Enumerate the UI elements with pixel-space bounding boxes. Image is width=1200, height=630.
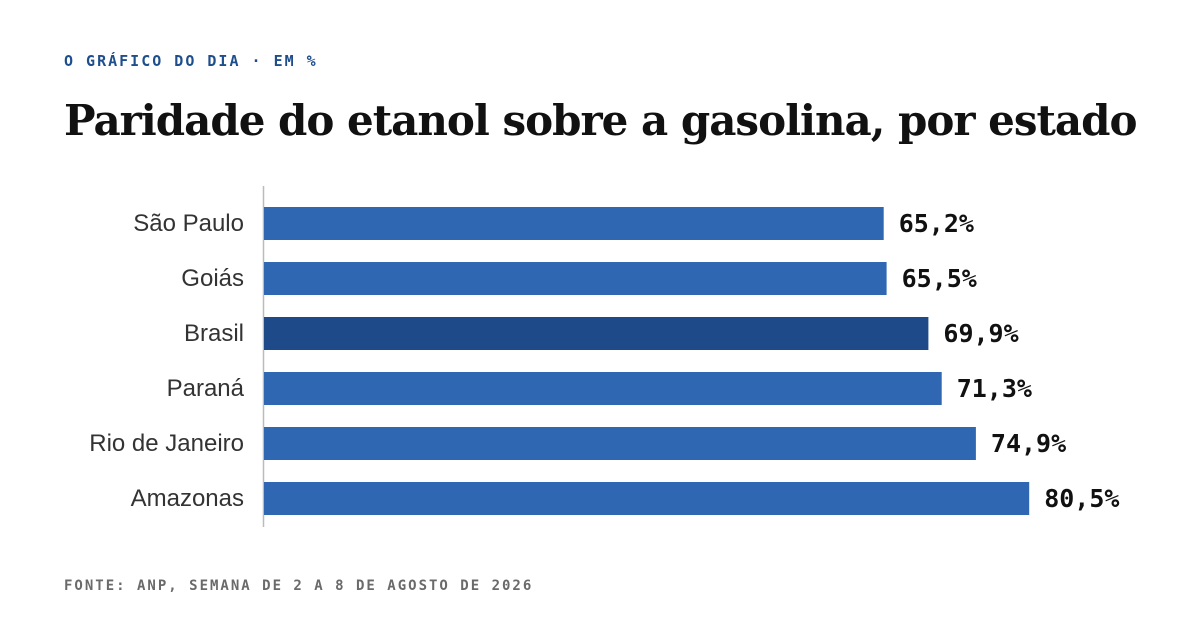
bar: [264, 317, 929, 350]
value-label: 69,9%: [943, 319, 1018, 348]
chart-title: Paridade do etanol sobre a gasolina, por…: [64, 96, 1137, 145]
value-label: 80,5%: [1044, 484, 1119, 513]
bar: [264, 262, 887, 295]
value-label: 65,5%: [902, 264, 977, 293]
category-label: Paraná: [167, 375, 245, 402]
category-label: Brasil: [184, 320, 244, 347]
bar-chart: São Paulo 65,2% Goiás 65,5% Brasil 69,9% Paran…: [89, 186, 1119, 527]
chart-source: FONTE: ANP, SEMANA DE 2 A 8 DE AGOSTO DE…: [64, 578, 534, 594]
bar: [264, 482, 1030, 515]
value-label: 65,2%: [899, 209, 974, 238]
category-label: Goiás: [181, 265, 244, 292]
value-label: 71,3%: [957, 374, 1032, 403]
category-label: Rio de Janeiro: [89, 430, 244, 457]
category-label: Amazonas: [131, 485, 244, 512]
bar: [264, 372, 942, 405]
bar: [264, 427, 976, 460]
bars-group: São Paulo 65,2% Goiás 65,5% Brasil 69,9% Paran…: [89, 207, 1119, 515]
bar: [264, 207, 884, 240]
chart-kicker: O GRÁFICO DO DIA · EM %: [64, 52, 318, 70]
category-label: São Paulo: [133, 210, 244, 237]
value-label: 74,9%: [991, 429, 1066, 458]
